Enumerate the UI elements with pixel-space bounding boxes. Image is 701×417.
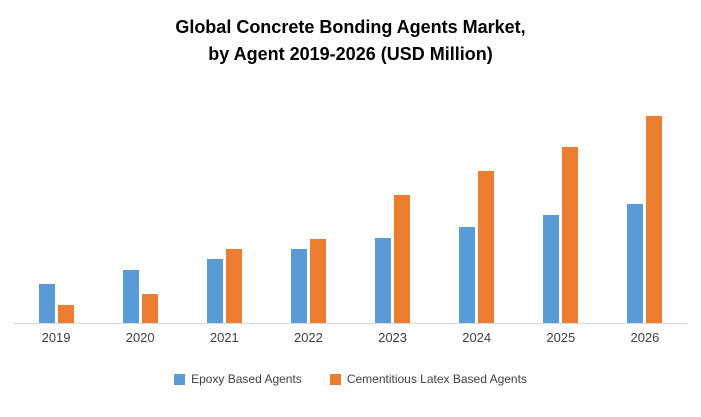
legend-swatch-icon bbox=[174, 373, 186, 385]
bar-cementitious-latex-based-agents-2020 bbox=[141, 294, 158, 323]
bar-groups bbox=[14, 108, 687, 323]
bar-group-2019 bbox=[38, 108, 74, 323]
bar-cementitious-latex-based-agents-2023 bbox=[394, 195, 411, 323]
bar-group-2024 bbox=[459, 108, 495, 323]
legend-label: Cementitious Latex Based Agents bbox=[346, 372, 527, 386]
bar-group-2022 bbox=[290, 108, 326, 323]
legend-item-epoxy-based-agents: Epoxy Based Agents bbox=[174, 372, 302, 386]
bar-epoxy-based-agents-2025 bbox=[543, 215, 560, 323]
x-axis-tick-label-2020: 2020 bbox=[125, 330, 155, 345]
bar-cementitious-latex-based-agents-2024 bbox=[478, 171, 495, 323]
bar-epoxy-based-agents-2022 bbox=[290, 249, 307, 323]
chart-title-line2: by Agent 2019-2026 (USD Million) bbox=[208, 44, 493, 64]
plot-area bbox=[14, 108, 687, 324]
bar-group-2026 bbox=[627, 108, 663, 323]
bar-epoxy-based-agents-2023 bbox=[375, 238, 392, 323]
x-axis-labels: 2019 2020 2021 2022 2023 2024 2025 2026 bbox=[14, 330, 687, 345]
chart-title: Global Concrete Bonding Agents Market, b… bbox=[0, 14, 701, 68]
x-axis-tick-label-2019: 2019 bbox=[41, 330, 71, 345]
bar-group-2021 bbox=[206, 108, 242, 323]
legend-item-cementitious-latex-based-agents: Cementitious Latex Based Agents bbox=[329, 372, 527, 386]
bar-group-2025 bbox=[543, 108, 579, 323]
bar-epoxy-based-agents-2020 bbox=[122, 270, 139, 323]
bar-epoxy-based-agents-2021 bbox=[206, 259, 223, 323]
x-axis-tick-label-2025: 2025 bbox=[546, 330, 576, 345]
bar-cementitious-latex-based-agents-2021 bbox=[225, 249, 242, 323]
legend-swatch-icon bbox=[329, 373, 341, 385]
legend-label: Epoxy Based Agents bbox=[191, 372, 302, 386]
bar-group-2020 bbox=[122, 108, 158, 323]
bar-epoxy-based-agents-2024 bbox=[459, 227, 476, 323]
bar-cementitious-latex-based-agents-2019 bbox=[57, 305, 74, 323]
x-axis-tick-label-2022: 2022 bbox=[293, 330, 323, 345]
bar-cementitious-latex-based-agents-2026 bbox=[646, 116, 663, 323]
x-axis-tick-label-2026: 2026 bbox=[630, 330, 660, 345]
bar-epoxy-based-agents-2019 bbox=[38, 284, 55, 323]
x-axis-tick-label-2021: 2021 bbox=[209, 330, 239, 345]
chart-title-line1: Global Concrete Bonding Agents Market, bbox=[175, 17, 526, 37]
bar-cementitious-latex-based-agents-2022 bbox=[309, 239, 326, 323]
legend: Epoxy Based Agents Cementitious Latex Bas… bbox=[0, 372, 701, 386]
bar-group-2023 bbox=[375, 108, 411, 323]
x-axis-tick-label-2024: 2024 bbox=[462, 330, 492, 345]
bar-cementitious-latex-based-agents-2025 bbox=[562, 147, 579, 323]
bar-epoxy-based-agents-2026 bbox=[627, 204, 644, 323]
x-axis-tick-label-2023: 2023 bbox=[378, 330, 408, 345]
